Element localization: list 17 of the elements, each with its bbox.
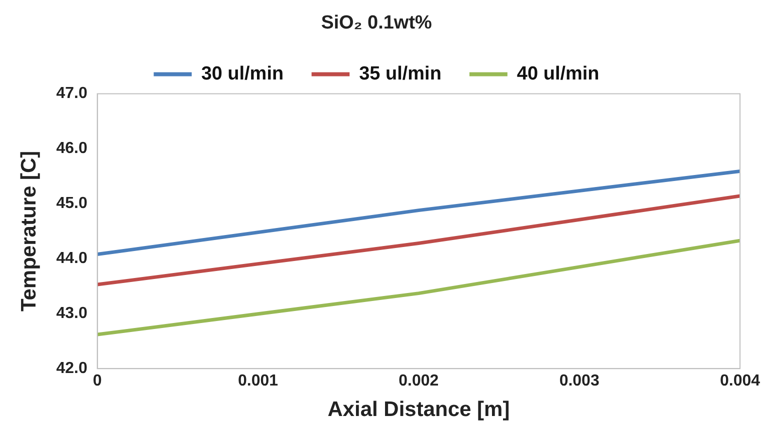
legend-label: 35 ul/min: [359, 64, 442, 85]
y-tick-label: 42.0: [56, 360, 88, 378]
x-tick-label: 0.002: [398, 372, 439, 390]
y-tick-label: 46.0: [56, 140, 88, 158]
chart-title: SiO₂ 0.1wt%: [321, 12, 432, 34]
x-tick-label: 0.001: [238, 372, 278, 390]
x-tick-label: 0: [92, 372, 102, 390]
x-axis-title: Axial Distance [m]: [328, 398, 510, 422]
y-axis-title: Temperature [C]: [17, 150, 40, 312]
x-tick-label: 0.004: [720, 372, 760, 390]
y-tick-label: 47.0: [56, 85, 88, 102]
y-tick-label: 44.0: [56, 250, 88, 268]
x-tick-label: 0.003: [559, 372, 600, 390]
legend-label: 40 ul/min: [516, 64, 600, 85]
y-tick-label: 45.0: [56, 195, 88, 212]
legend-label: 30 ul/min: [201, 64, 284, 85]
y-tick-label: 43.0: [56, 305, 88, 322]
